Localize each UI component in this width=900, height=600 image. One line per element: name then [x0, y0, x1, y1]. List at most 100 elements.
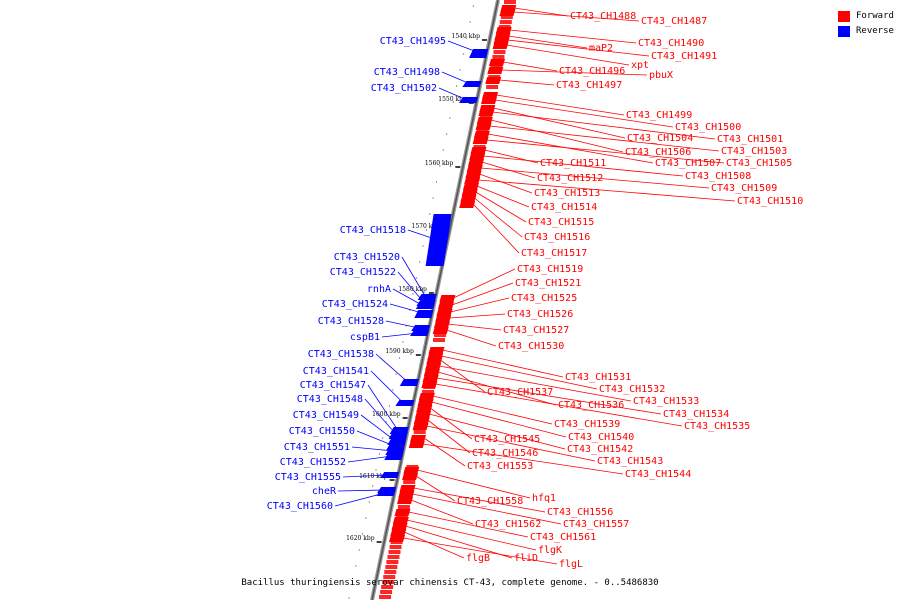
forward-gene-label[interactable]: CT43_CH1496 [559, 66, 625, 77]
reverse-gene-feature[interactable] [399, 379, 419, 386]
forward-leader-line [474, 197, 523, 238]
forward-gene-label[interactable]: flgB [466, 553, 490, 564]
reverse-gene-feature[interactable] [469, 49, 489, 58]
forward-gene-label[interactable]: CT43_CH1499 [626, 110, 692, 121]
forward-gene-label[interactable]: CT43_CH1508 [685, 171, 751, 182]
reverse-gene-feature[interactable] [384, 453, 404, 460]
reverse-gene-label[interactable]: CT43_CH1548 [297, 394, 363, 405]
forward-gene-label[interactable]: CT43_CH1542 [567, 444, 633, 455]
reverse-gene-label[interactable]: CT43_CH1518 [340, 225, 406, 236]
reverse-gene-label[interactable]: CT43_CH1549 [293, 410, 359, 421]
forward-gene-label[interactable]: CT43_CH1510 [737, 196, 803, 207]
forward-gene-label[interactable]: CT43_CH1537 [487, 387, 553, 398]
forward-gene-label[interactable]: CT43_CH1506 [625, 147, 691, 158]
reverse-gene-label[interactable]: CT43_CH1522 [330, 267, 396, 278]
forward-gene-label[interactable]: CT43_CH1507 [655, 158, 721, 169]
forward-gene-label[interactable]: CT43_CH1533 [633, 396, 699, 407]
forward-gene-label[interactable]: CT43_CH1526 [507, 309, 573, 320]
reverse-gene-feature[interactable] [380, 472, 400, 478]
reverse-gene-label[interactable]: CT43_CH1498 [374, 67, 440, 78]
forward-gene-label[interactable]: CT43_CH1503 [721, 146, 787, 157]
forward-gene-label[interactable]: flgK [538, 545, 562, 556]
forward-gene-label[interactable]: CT43_CH1504 [627, 133, 693, 144]
forward-gene-label[interactable]: pbuX [649, 70, 673, 81]
reverse-gene-feature[interactable] [410, 330, 430, 336]
reverse-gene-label[interactable]: CT43_CH1495 [380, 36, 446, 47]
reverse-gene-label[interactable]: CT43_CH1538 [308, 349, 374, 360]
reverse-gene-feature[interactable] [462, 81, 482, 87]
forward-gene-label[interactable]: CT43_CH1513 [534, 188, 600, 199]
forward-gene-label[interactable]: CT43_CH1543 [597, 456, 663, 467]
reverse-leader-line [375, 353, 409, 383]
forward-gene-label[interactable]: CT43_CH1515 [528, 217, 594, 228]
forward-gene-label[interactable]: hfq1 [532, 493, 556, 504]
forward-gene-label[interactable]: flgL [559, 559, 583, 570]
reverse-gene-feature[interactable] [395, 400, 415, 406]
reverse-gene-label[interactable]: cheR [312, 486, 337, 497]
reverse-gene-feature[interactable] [425, 214, 452, 266]
reverse-gene-label[interactable]: CT43_CH1550 [289, 426, 355, 437]
forward-gene-label[interactable]: CT43_CH1514 [531, 202, 597, 213]
forward-gene-label[interactable]: CT43_CH1536 [558, 400, 624, 411]
reverse-gene-feature[interactable] [417, 294, 437, 300]
forward-gene-label[interactable]: fliD [514, 553, 538, 564]
reverse-gene-label[interactable]: CT43_CH1551 [284, 442, 350, 453]
reverse-gene-feature[interactable] [415, 303, 435, 309]
forward-gene-label[interactable]: CT43_CH1505 [726, 158, 792, 169]
forward-gene-label[interactable]: CT43_CH1558 [457, 496, 523, 507]
reverse-gene-label[interactable]: CT43_CH1541 [303, 366, 369, 377]
forward-gene-label[interactable]: CT43_CH1546 [472, 448, 538, 459]
reverse-gene-feature[interactable] [411, 325, 431, 331]
forward-gene-label[interactable]: CT43_CH1519 [517, 264, 583, 275]
reverse-gene-feature[interactable] [414, 310, 434, 318]
reverse-gene-label[interactable]: rnhA [367, 284, 391, 295]
reverse-gene-label[interactable]: CT43_CH1547 [300, 380, 366, 391]
forward-gene-label[interactable]: CT43_CH1534 [663, 409, 729, 420]
forward-gene-label[interactable]: CT43_CH1497 [556, 80, 622, 91]
forward-gene-label[interactable]: CT43_CH1512 [537, 173, 603, 184]
reverse-gene-label[interactable]: CT43_CH1502 [371, 83, 437, 94]
forward-gene-label[interactable]: CT43_CH1545 [474, 434, 540, 445]
forward-gene-label[interactable]: CT43_CH1527 [503, 325, 569, 336]
forward-leader-line [405, 525, 513, 559]
forward-gene-label[interactable]: CT43_CH1561 [530, 532, 596, 543]
reverse-gene-feature[interactable] [376, 490, 396, 496]
forward-gene-label[interactable]: CT43_CH1556 [547, 507, 613, 518]
forward-gene-label[interactable]: CT43_CH1531 [565, 372, 631, 383]
forward-gene-label[interactable]: maP2 [589, 43, 613, 54]
forward-gene-label[interactable]: CT43_CH1487 [641, 16, 707, 27]
forward-gene-label[interactable]: CT43_CH1544 [625, 469, 691, 480]
reverse-gene-label[interactable]: CT43_CH1552 [280, 457, 346, 468]
forward-gene-label[interactable]: CT43_CH1525 [511, 293, 577, 304]
forward-gene-label[interactable]: CT43_CH1535 [684, 421, 750, 432]
forward-gene-label[interactable]: CT43_CH1501 [717, 134, 783, 145]
forward-gene-label[interactable]: CT43_CH1488 [570, 11, 636, 22]
forward-gene-label[interactable]: CT43_CH1521 [515, 278, 581, 289]
forward-gene-label[interactable]: CT43_CH1557 [563, 519, 629, 530]
forward-gene-label[interactable]: CT43_CH1530 [498, 341, 564, 352]
forward-gene-feature[interactable] [408, 441, 425, 448]
reverse-gene-label[interactable]: CT43_CH1528 [318, 316, 384, 327]
reverse-gene-feature[interactable] [388, 432, 408, 439]
axis-tick-label: 1550 kbp [438, 96, 467, 103]
reverse-gene-label[interactable]: CT43_CH1555 [275, 472, 341, 483]
forward-gene-label[interactable]: CT43_CH1511 [540, 158, 606, 169]
forward-gene-label[interactable]: CT43_CH1539 [554, 419, 620, 430]
forward-gene-label[interactable]: CT43_CH1532 [599, 384, 665, 395]
forward-gene-label[interactable]: CT43_CH1540 [568, 432, 634, 443]
reverse-gene-feature[interactable] [459, 97, 478, 103]
forward-gene-feature[interactable] [459, 201, 476, 208]
forward-gene-label[interactable]: CT43_CH1500 [675, 122, 741, 133]
forward-gene-label[interactable]: xpt [631, 60, 649, 71]
reverse-gene-label[interactable]: CT43_CH1560 [267, 501, 333, 512]
forward-gene-label[interactable]: CT43_CH1562 [475, 519, 541, 530]
forward-gene-label[interactable]: CT43_CH1516 [524, 232, 590, 243]
forward-gene-label[interactable]: CT43_CH1491 [651, 51, 717, 62]
reverse-gene-label[interactable]: CT43_CH1524 [322, 299, 388, 310]
forward-gene-label[interactable]: CT43_CH1517 [521, 248, 587, 259]
forward-gene-label[interactable]: CT43_CH1509 [711, 183, 777, 194]
forward-gene-label[interactable]: CT43_CH1490 [638, 38, 704, 49]
reverse-gene-label[interactable]: cspB1 [350, 332, 380, 343]
forward-gene-label[interactable]: CT43_CH1553 [467, 461, 533, 472]
reverse-gene-label[interactable]: CT43_CH1520 [334, 252, 400, 263]
